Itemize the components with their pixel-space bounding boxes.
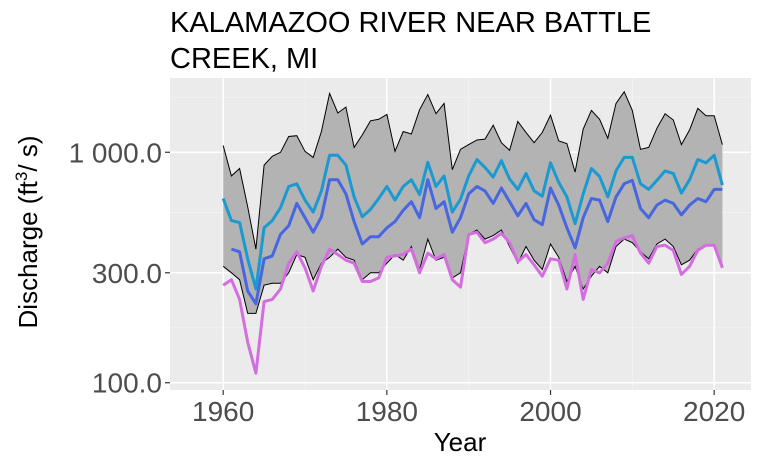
x-axis: 1960 1980 2000 2020 (192, 390, 745, 427)
y-axis-title-superscript: 3 (12, 172, 31, 181)
y-tick-label: 300.0 (92, 258, 162, 289)
series-line-low (222, 230, 724, 375)
x-axis-title: Year (434, 427, 487, 457)
series-line-high (221, 153, 724, 291)
y-axis-title: Discharge (ft3/ s) (12, 136, 43, 329)
chart-title-line-1: KALAMAZOO RIVER NEAR BATTLE (170, 7, 651, 39)
x-tick-label: 1960 (192, 396, 254, 427)
band-upper-edge (222, 90, 723, 250)
y-tick-label: 100.0 (92, 368, 162, 399)
y-axis: 100.0 300.0 1 000.0 (69, 137, 170, 399)
chart-title-line-2: CREEK, MI (170, 43, 318, 75)
y-axis-title-main: Discharge (ft (13, 180, 43, 328)
series-line-mid (230, 178, 723, 306)
y-axis-title-tail: / s) (13, 136, 43, 172)
x-tick-label: 2000 (519, 396, 581, 427)
y-tick-label: 1 000.0 (69, 137, 162, 168)
series-lines (221, 153, 724, 375)
x-tick-label: 1980 (356, 396, 418, 427)
x-tick-label: 2020 (683, 396, 745, 427)
